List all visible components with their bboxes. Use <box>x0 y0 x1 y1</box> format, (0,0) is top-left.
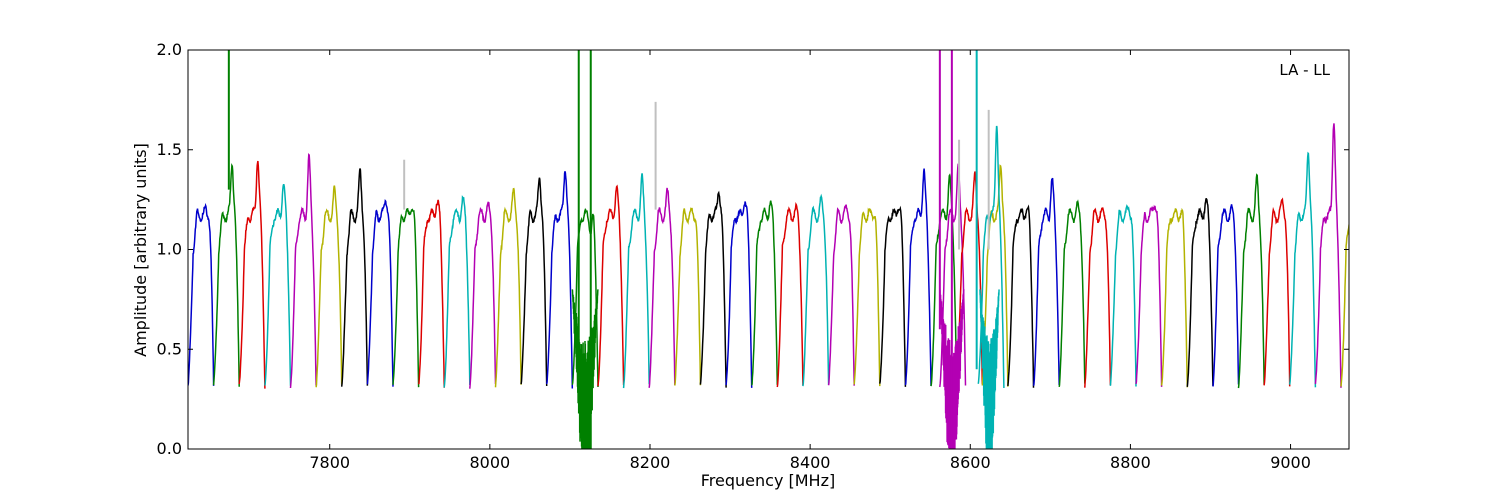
series-line <box>520 177 548 387</box>
series-line <box>955 171 984 387</box>
series-line <box>977 125 1005 389</box>
plot-background <box>188 50 1349 449</box>
series-line <box>879 205 907 387</box>
x-axis-label: Frequency [MHz] <box>701 471 835 490</box>
series-line <box>443 195 471 388</box>
x-tick-label: 8000 <box>470 453 511 472</box>
series-line <box>776 202 804 388</box>
series-line <box>1007 204 1035 388</box>
series-layer <box>188 123 1349 449</box>
series-line <box>648 187 676 388</box>
x-tick-label: 8400 <box>790 453 831 472</box>
series-line <box>1237 173 1265 389</box>
series-line <box>1084 207 1112 388</box>
y-tick-label: 1.0 <box>157 240 182 259</box>
series-line <box>1288 151 1317 388</box>
series-line <box>1109 204 1137 387</box>
series-line <box>1212 204 1240 387</box>
chart-annotation: LA - LL <box>1279 61 1330 79</box>
x-tick-label: 8800 <box>1110 453 1151 472</box>
series-line <box>315 185 343 388</box>
y-tick-label: 1.5 <box>157 140 182 159</box>
x-tick-label: 8600 <box>950 453 991 472</box>
series-line <box>1186 198 1214 387</box>
series-line <box>469 201 497 389</box>
series-line <box>392 208 420 388</box>
series-line <box>725 201 753 388</box>
series-line <box>1160 207 1189 388</box>
series-line-rfi <box>571 289 599 449</box>
series-line <box>212 162 240 387</box>
series-line <box>545 171 574 389</box>
series-line <box>494 187 522 388</box>
y-axis-label: Amplitude [arbitrary units] <box>131 143 150 357</box>
series-line <box>750 200 779 386</box>
y-tick-label: 0.0 <box>157 439 182 458</box>
series-line <box>622 173 650 389</box>
series-line <box>1135 204 1163 387</box>
spike-layer <box>227 50 990 449</box>
x-tick-label: 9000 <box>1270 453 1311 472</box>
series-line <box>1314 123 1342 388</box>
series-line <box>1263 197 1291 387</box>
series-line <box>904 168 932 386</box>
series-line <box>802 193 830 387</box>
series-line-rfi <box>979 289 1000 449</box>
x-axis: 7800 8000 8200 8400 8600 8800 9000 <box>309 50 1311 472</box>
series-line <box>366 198 394 387</box>
series-line <box>827 204 855 386</box>
series-line <box>1340 224 1349 387</box>
x-tick-label: 8200 <box>630 453 671 472</box>
series-line <box>699 190 727 388</box>
series-line <box>289 153 317 389</box>
series-line <box>597 184 625 387</box>
series-line <box>238 160 266 389</box>
series-line <box>1032 177 1060 386</box>
y-tick-label: 2.0 <box>157 40 182 59</box>
series-line <box>417 199 445 388</box>
x-tick-label: 7800 <box>309 453 350 472</box>
series-line <box>571 207 599 388</box>
series-line <box>981 164 1009 387</box>
y-tick-label: 0.5 <box>157 339 182 358</box>
y-axis: 0.0 0.5 1.0 1.5 2.0 <box>157 40 1349 458</box>
series-line <box>1058 199 1086 388</box>
series-line <box>340 168 369 387</box>
series-line <box>674 207 702 386</box>
series-line <box>188 202 215 386</box>
series-line <box>853 207 881 387</box>
series-line <box>264 184 292 386</box>
